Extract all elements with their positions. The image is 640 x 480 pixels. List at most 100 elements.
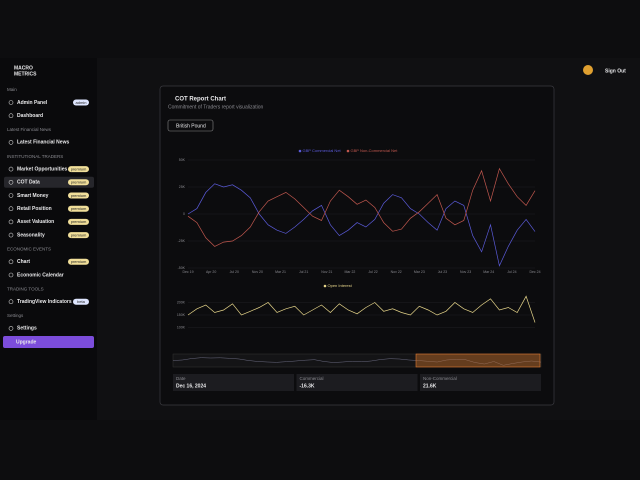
badge <box>68 232 89 239</box>
nav-item[interactable]: TradingView Indicators <box>17 299 72 305</box>
x-tick-label: Mar 24 <box>483 270 494 274</box>
nav-item[interactable]: Asset Valuation <box>17 219 54 225</box>
nav-icon <box>8 113 14 118</box>
badge <box>68 192 89 199</box>
nav-item[interactable]: Economic Calendar <box>17 272 64 278</box>
info-label: Commercial <box>300 376 324 381</box>
nav-icon <box>8 326 14 331</box>
navigator-line <box>172 357 542 366</box>
nav-item[interactable]: Chart <box>17 259 30 265</box>
x-tick-label: Apr 20 <box>206 270 216 274</box>
info-box <box>296 374 418 391</box>
navigator-selection[interactable] <box>415 353 541 368</box>
info-label: Non-Commercial <box>423 376 457 381</box>
x-tick-label: Jul 22 <box>368 270 377 274</box>
x-tick-label: Nov 23 <box>460 270 471 274</box>
x-tick-label: Mar 23 <box>414 270 425 274</box>
info-box <box>420 374 541 391</box>
nav-icon <box>8 259 14 265</box>
badge <box>73 298 89 305</box>
legend-dot <box>323 284 327 288</box>
legend-dot <box>298 149 302 153</box>
nav-icon <box>8 180 14 185</box>
brand: METRICS <box>14 71 37 77</box>
sidebar <box>0 58 97 420</box>
card-title: COT Report Chart <box>175 97 226 103</box>
nav-item[interactable]: Seasonality <box>17 232 45 238</box>
x-tick-label: Nov 22 <box>391 270 402 274</box>
badge <box>68 166 89 173</box>
y-tick-label: -25K <box>178 239 186 243</box>
series-line <box>187 295 536 323</box>
legend-label: GBP Commercial Net <box>303 148 342 153</box>
nav-item[interactable]: Latest Financial News <box>17 140 69 146</box>
card <box>159 85 555 406</box>
nav-item[interactable]: Retail Position <box>17 206 52 212</box>
badge-label: premium <box>71 206 87 211</box>
x-tick-label: Jul 21 <box>299 270 308 274</box>
nav-item[interactable]: COT Data <box>17 180 40 186</box>
x-tick-label: Mar 21 <box>275 270 286 274</box>
section-title: INSTITUTIONAL TRADERS <box>7 154 63 159</box>
x-tick-label: Jul 23 <box>438 270 447 274</box>
badge-label: premium <box>71 259 87 264</box>
nav-item[interactable]: Dashboard <box>17 113 43 119</box>
brand: MACRO <box>14 65 33 71</box>
x-tick-label: Mar 22 <box>344 270 355 274</box>
badge <box>68 205 89 212</box>
nav-icon <box>8 100 14 105</box>
legend-label: GBP Non-Commercial Net <box>351 148 399 153</box>
x-tick-label: Dec 24 <box>529 270 540 274</box>
x-tick-label: Dec 19 <box>182 270 193 274</box>
legend-dot <box>346 149 350 153</box>
nav-icon <box>8 193 14 198</box>
legend-label: Open Interest <box>328 283 353 288</box>
nav-icon <box>8 140 14 145</box>
badge <box>68 258 89 265</box>
badge-label: premium <box>71 166 87 171</box>
nav-item[interactable]: Smart Money <box>17 193 49 199</box>
badge-label: premium <box>71 232 87 237</box>
section-title: TRADING TOOLS <box>7 286 44 291</box>
section-title: Latest Financial News <box>7 127 52 132</box>
upgrade-label[interactable]: Upgrade <box>16 339 37 345</box>
card-subtitle: Commitment of Traders report visualizati… <box>168 104 264 110</box>
badge <box>68 179 89 186</box>
y-tick-label: 150K <box>177 313 186 317</box>
y-tick-label: 200K <box>177 300 186 304</box>
badge-label: premium <box>71 193 87 198</box>
info-label: Date <box>176 376 186 381</box>
x-tick-label: Jul 20 <box>230 270 239 274</box>
selector[interactable] <box>167 119 214 132</box>
badge-label: premium <box>71 180 87 185</box>
nav-icon <box>8 272 14 278</box>
info-value: Dec 16, 2024 <box>176 383 206 389</box>
section-title: Main <box>7 87 17 92</box>
section-title: Settings <box>7 313 24 318</box>
info-value: -16.3K <box>300 383 315 389</box>
badge <box>68 218 89 225</box>
avatar[interactable] <box>583 65 593 75</box>
nav-icon <box>8 232 14 238</box>
nav-icon <box>8 166 14 172</box>
info-box <box>173 374 294 391</box>
section-title: ECONOMIC EVENTS <box>7 246 51 251</box>
selector-label[interactable]: British Pound <box>176 123 206 129</box>
nav-item[interactable]: Settings <box>17 326 37 332</box>
nav-item[interactable]: Admin Panel <box>17 100 48 106</box>
sign-out[interactable]: Sign Out <box>605 68 626 74</box>
y-tick-label: 100K <box>177 325 186 329</box>
nav-item[interactable]: Market Opportunities <box>17 166 68 172</box>
y-tick-label: -50K <box>178 266 186 270</box>
y-tick-label: 50K <box>179 158 186 162</box>
series-line <box>187 183 536 267</box>
x-tick-label: Jul 24 <box>507 270 516 274</box>
y-tick-label: 0 <box>183 212 185 216</box>
y-tick-label: 25K <box>179 185 186 189</box>
x-tick-label: Nov 20 <box>252 270 263 274</box>
x-tick-label: Nov 21 <box>321 270 332 274</box>
upgrade-button[interactable] <box>3 336 94 348</box>
info-value: 21.6K <box>423 383 437 389</box>
badge-label: beta <box>77 299 86 304</box>
